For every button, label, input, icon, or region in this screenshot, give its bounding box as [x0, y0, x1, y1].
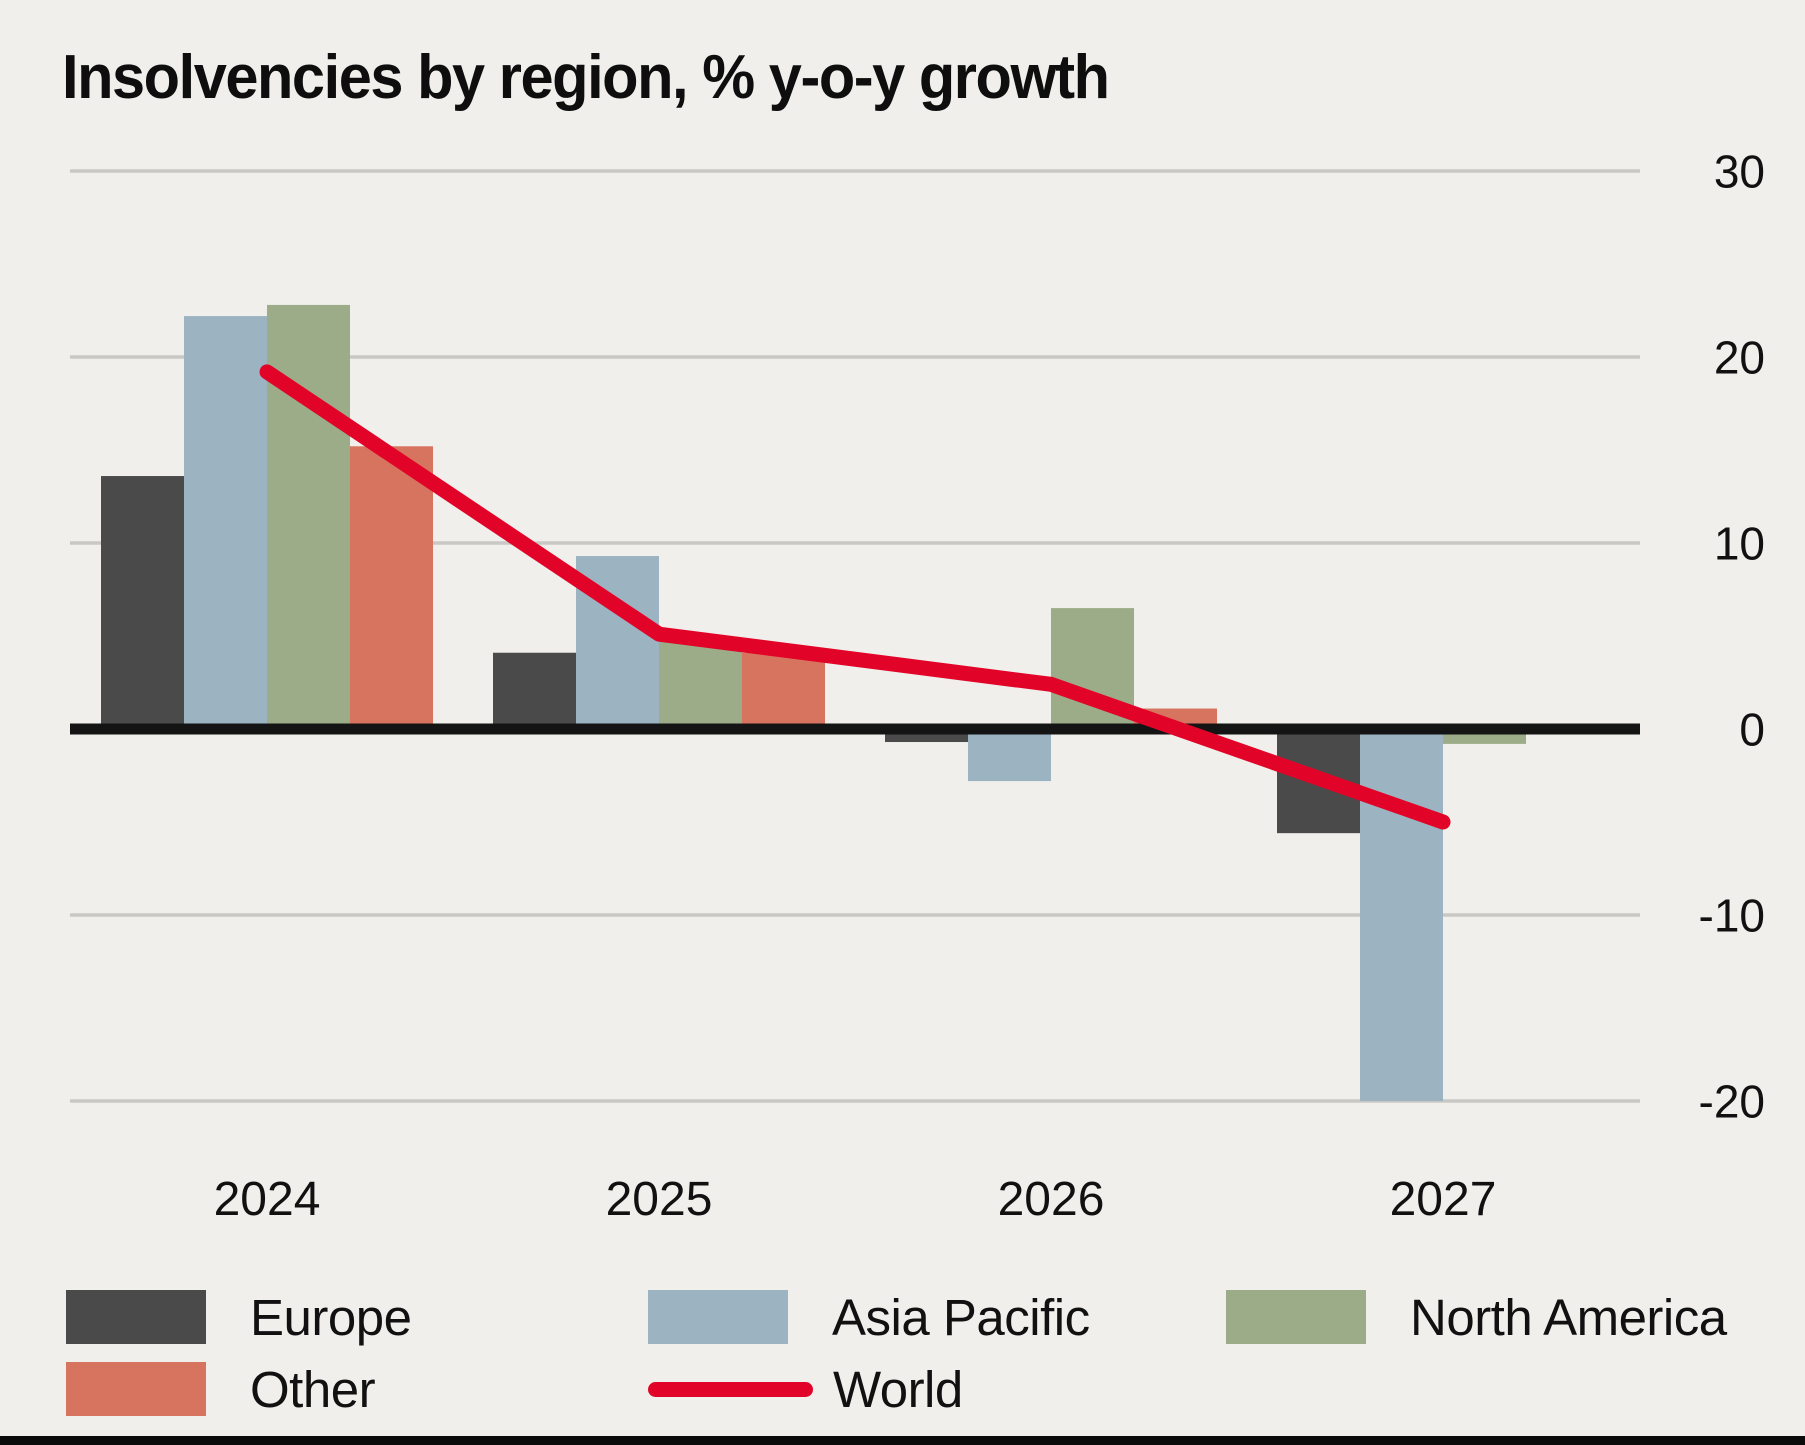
- legend-swatch-other: [66, 1362, 206, 1416]
- x-tick-label-2027: 2027: [1390, 1173, 1497, 1226]
- x-tick-label-2026: 2026: [998, 1173, 1105, 1226]
- legend-swatch-europe: [66, 1290, 206, 1344]
- bar-asia-pacific-2024: [184, 316, 267, 729]
- bar-europe-2024: [101, 476, 184, 729]
- bar-other-2025: [742, 652, 825, 729]
- legend-label-other: Other: [250, 1360, 376, 1418]
- y-tick-label-10: 10: [1714, 518, 1765, 570]
- y-tick-label--10: -10: [1699, 890, 1765, 942]
- legend-label-asia-pacific: Asia Pacific: [832, 1288, 1090, 1346]
- legend: Europe Asia Pacific North America Other …: [0, 1278, 1805, 1428]
- legend-item-other: Other: [66, 1360, 376, 1418]
- bar-asia-pacific-2027: [1360, 729, 1443, 1101]
- legend-item-asia-pacific: Asia Pacific: [648, 1288, 1090, 1346]
- legend-label-world: World: [833, 1360, 963, 1418]
- bar-other-2024: [350, 446, 433, 729]
- chart-title: Insolvencies by region, % y-o-y growth: [62, 43, 1110, 112]
- bar-asia-pacific-2026: [968, 729, 1051, 782]
- y-tick-label-0: 0: [1739, 704, 1765, 756]
- legend-item-world: World: [648, 1360, 963, 1418]
- x-tick-label-2024: 2024: [214, 1173, 321, 1226]
- legend-label-north-america: North America: [1410, 1288, 1727, 1346]
- y-tick-label-30: 30: [1714, 146, 1765, 198]
- bar-north-america-2024: [267, 304, 350, 729]
- legend-swatch-world-line: [648, 1381, 813, 1397]
- legend-item-europe: Europe: [66, 1288, 412, 1346]
- legend-swatch-asia-pacific: [648, 1290, 788, 1344]
- y-tick-label-20: 20: [1714, 332, 1765, 384]
- bar-europe-2025: [493, 652, 576, 729]
- legend-swatch-north-america: [1226, 1290, 1366, 1344]
- y-tick-label--20: -20: [1699, 1076, 1765, 1128]
- world-line: [259, 364, 1451, 830]
- legend-label-europe: Europe: [250, 1288, 412, 1346]
- bar-north-america-2025: [659, 639, 742, 729]
- x-tick-label-2025: 2025: [606, 1173, 713, 1226]
- bottom-border: [0, 1436, 1805, 1445]
- legend-item-north-america: North America: [1226, 1288, 1727, 1346]
